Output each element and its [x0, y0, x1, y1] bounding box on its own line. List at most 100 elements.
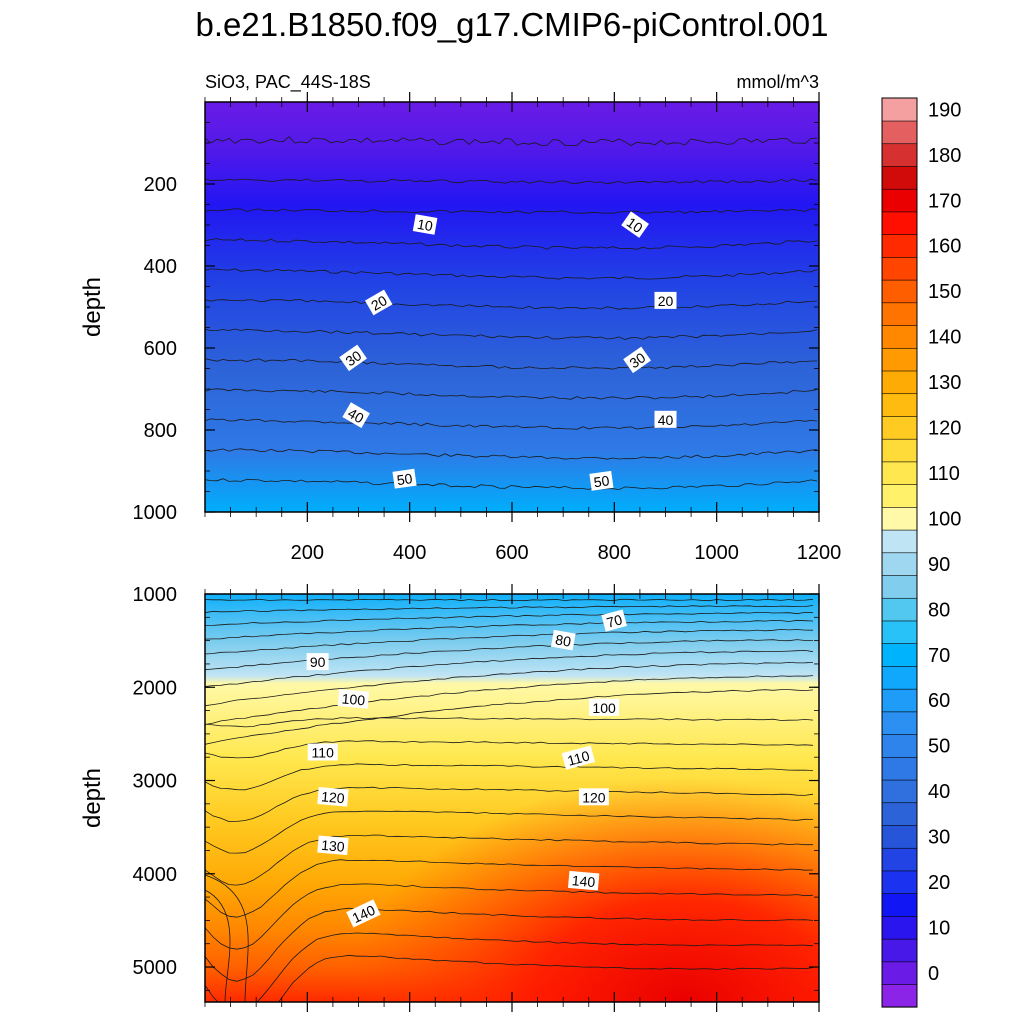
chart-title: b.e21.B1850.f09_g17.CMIP6-piControl.001: [196, 6, 829, 43]
upper-contour-label-text: 40: [658, 412, 674, 428]
lower-y-tick-label: 5000: [133, 957, 178, 979]
colorbar-swatch: [881, 188, 918, 213]
lower-contour-line: [205, 628, 814, 655]
colorbar-tick-label: 130: [928, 372, 961, 394]
upper-contour-label: 20: [364, 289, 393, 316]
lower-contour-label-box: [317, 787, 349, 807]
lower-y-tick-label: 3000: [133, 771, 178, 793]
colorbar-swatch: [881, 506, 918, 531]
colorbar-swatch: [881, 234, 918, 258]
lower-contour-label: 140: [567, 870, 600, 891]
lower-contour-line: [205, 605, 814, 614]
colorbar-swatch: [881, 733, 918, 758]
lower-contour-label-box: [561, 745, 596, 770]
lower-contour-label: 120: [578, 788, 609, 806]
colorbar-swatch: [881, 870, 918, 894]
lower-contour-label-text: 90: [310, 654, 326, 670]
colorbar-swatch: [881, 961, 918, 985]
lower-contour-label-text: 100: [341, 690, 366, 708]
colorbar-swatch: [881, 324, 918, 349]
colorbar-swatch: [881, 347, 918, 372]
colorbar-swatch: [881, 893, 918, 917]
colorbar-swatch: [881, 529, 918, 554]
upper-contour-line: [205, 136, 818, 146]
colorbar-tick-label: 80: [928, 599, 950, 621]
chart-subtitle-left: SiO3, PAC_44S-18S: [205, 72, 371, 93]
colorbar-swatch: [881, 393, 918, 417]
upper-contour-label-box: [589, 470, 614, 491]
upper-y-tick-label: 200: [144, 174, 177, 196]
lower-contour-label-box: [550, 629, 576, 651]
colorbar-swatch: [881, 120, 918, 145]
upper-contour-label-text: 50: [593, 472, 611, 490]
colorbar-tick-label: 190: [928, 99, 961, 121]
lower-contour-line: [205, 889, 231, 1002]
lower-x-ticks: [204, 584, 820, 1012]
lower-contour-line: [205, 675, 814, 725]
lower-y-tick-label: 2000: [133, 677, 178, 699]
colorbar-swatch: [881, 165, 918, 190]
upper-contour-label-box: [654, 410, 677, 428]
lower-contour-line: [205, 810, 814, 854]
colorbar-swatch: [881, 279, 918, 304]
lower-y-tick-label: 1000: [133, 584, 178, 606]
upper-contour-label: 40: [654, 410, 677, 428]
lower-contour-label-text: 120: [582, 789, 606, 805]
upper-y-tick-label: 400: [144, 256, 177, 278]
colorbar-swatch: [881, 779, 918, 804]
upper-contour-label: 50: [589, 470, 614, 491]
upper-y-axis-label: depth: [79, 277, 106, 337]
colorbar-swatch: [881, 802, 918, 826]
colorbar-swatch: [881, 552, 918, 576]
lower-contour-line: [205, 611, 814, 626]
lower-contour-label: 130: [317, 835, 349, 856]
upper-contour-label-box: [623, 346, 651, 374]
colorbar-tick-label: 0: [928, 963, 939, 985]
lower-contour-label: 100: [589, 698, 620, 716]
upper-contour-label-box: [412, 214, 438, 235]
lower-contour-label-box: [307, 743, 338, 761]
lower-y-ticks: 1000 2000 3000 4000 5000: [133, 584, 819, 991]
chart-subtitle-right: mmol/m^3: [737, 72, 819, 92]
lower-contour-line: [205, 834, 813, 886]
colorbar-tick-label: 50: [928, 736, 950, 758]
lower-contour-line: [205, 598, 814, 602]
lower-contour-label-box: [337, 689, 370, 709]
upper-y-tick-label: 800: [144, 420, 177, 442]
upper-x-tick-label: 800: [598, 542, 631, 564]
upper-contour-label: 30: [339, 344, 367, 372]
upper-x-ticks: 200 400 600 800 1000 1200: [204, 92, 841, 564]
lower-contour-line: [205, 932, 814, 1002]
colorbar-swatch: [881, 620, 918, 644]
upper-contour-label: 10: [412, 214, 438, 235]
lower-y-tick-label: 4000: [133, 864, 178, 886]
lower-contour-line: [278, 954, 814, 1002]
upper-contour-label-box: [339, 344, 367, 372]
lower-contour-line: [205, 859, 814, 918]
colorbar-swatch: [881, 597, 918, 622]
colorbar-tick-label: 70: [928, 645, 950, 667]
upper-y-ticks: 200 400 600 800 1000: [133, 101, 819, 524]
colorbar-tick-label: 180: [928, 145, 961, 167]
upper-contour-line: [205, 238, 818, 250]
upper-y-tick-label: 1000: [133, 502, 178, 524]
lower-contour-label: 70: [601, 609, 627, 632]
upper-contour-label: 10: [621, 211, 649, 238]
upper-contour-label-box: [621, 211, 649, 238]
lower-contour-label-text: 130: [321, 837, 346, 855]
upper-contour-label-text: 40: [345, 405, 367, 427]
lower-contour-label: 110: [561, 745, 596, 770]
lower-contour-label: 100: [337, 689, 370, 709]
lower-contour-line: [205, 763, 814, 791]
upper-y-tick-label: 600: [144, 338, 177, 360]
upper-contour-label-text: 20: [658, 293, 674, 309]
lower-contour-line: [205, 619, 814, 640]
lower-contour-line: [205, 661, 814, 707]
colorbar-swatch: [881, 847, 918, 872]
lower-contour-label-text: 110: [566, 747, 592, 768]
colorbar-frame: [881, 97, 918, 1008]
upper-contour-label: 20: [654, 291, 677, 309]
colorbar-tick-label: 40: [928, 781, 950, 803]
